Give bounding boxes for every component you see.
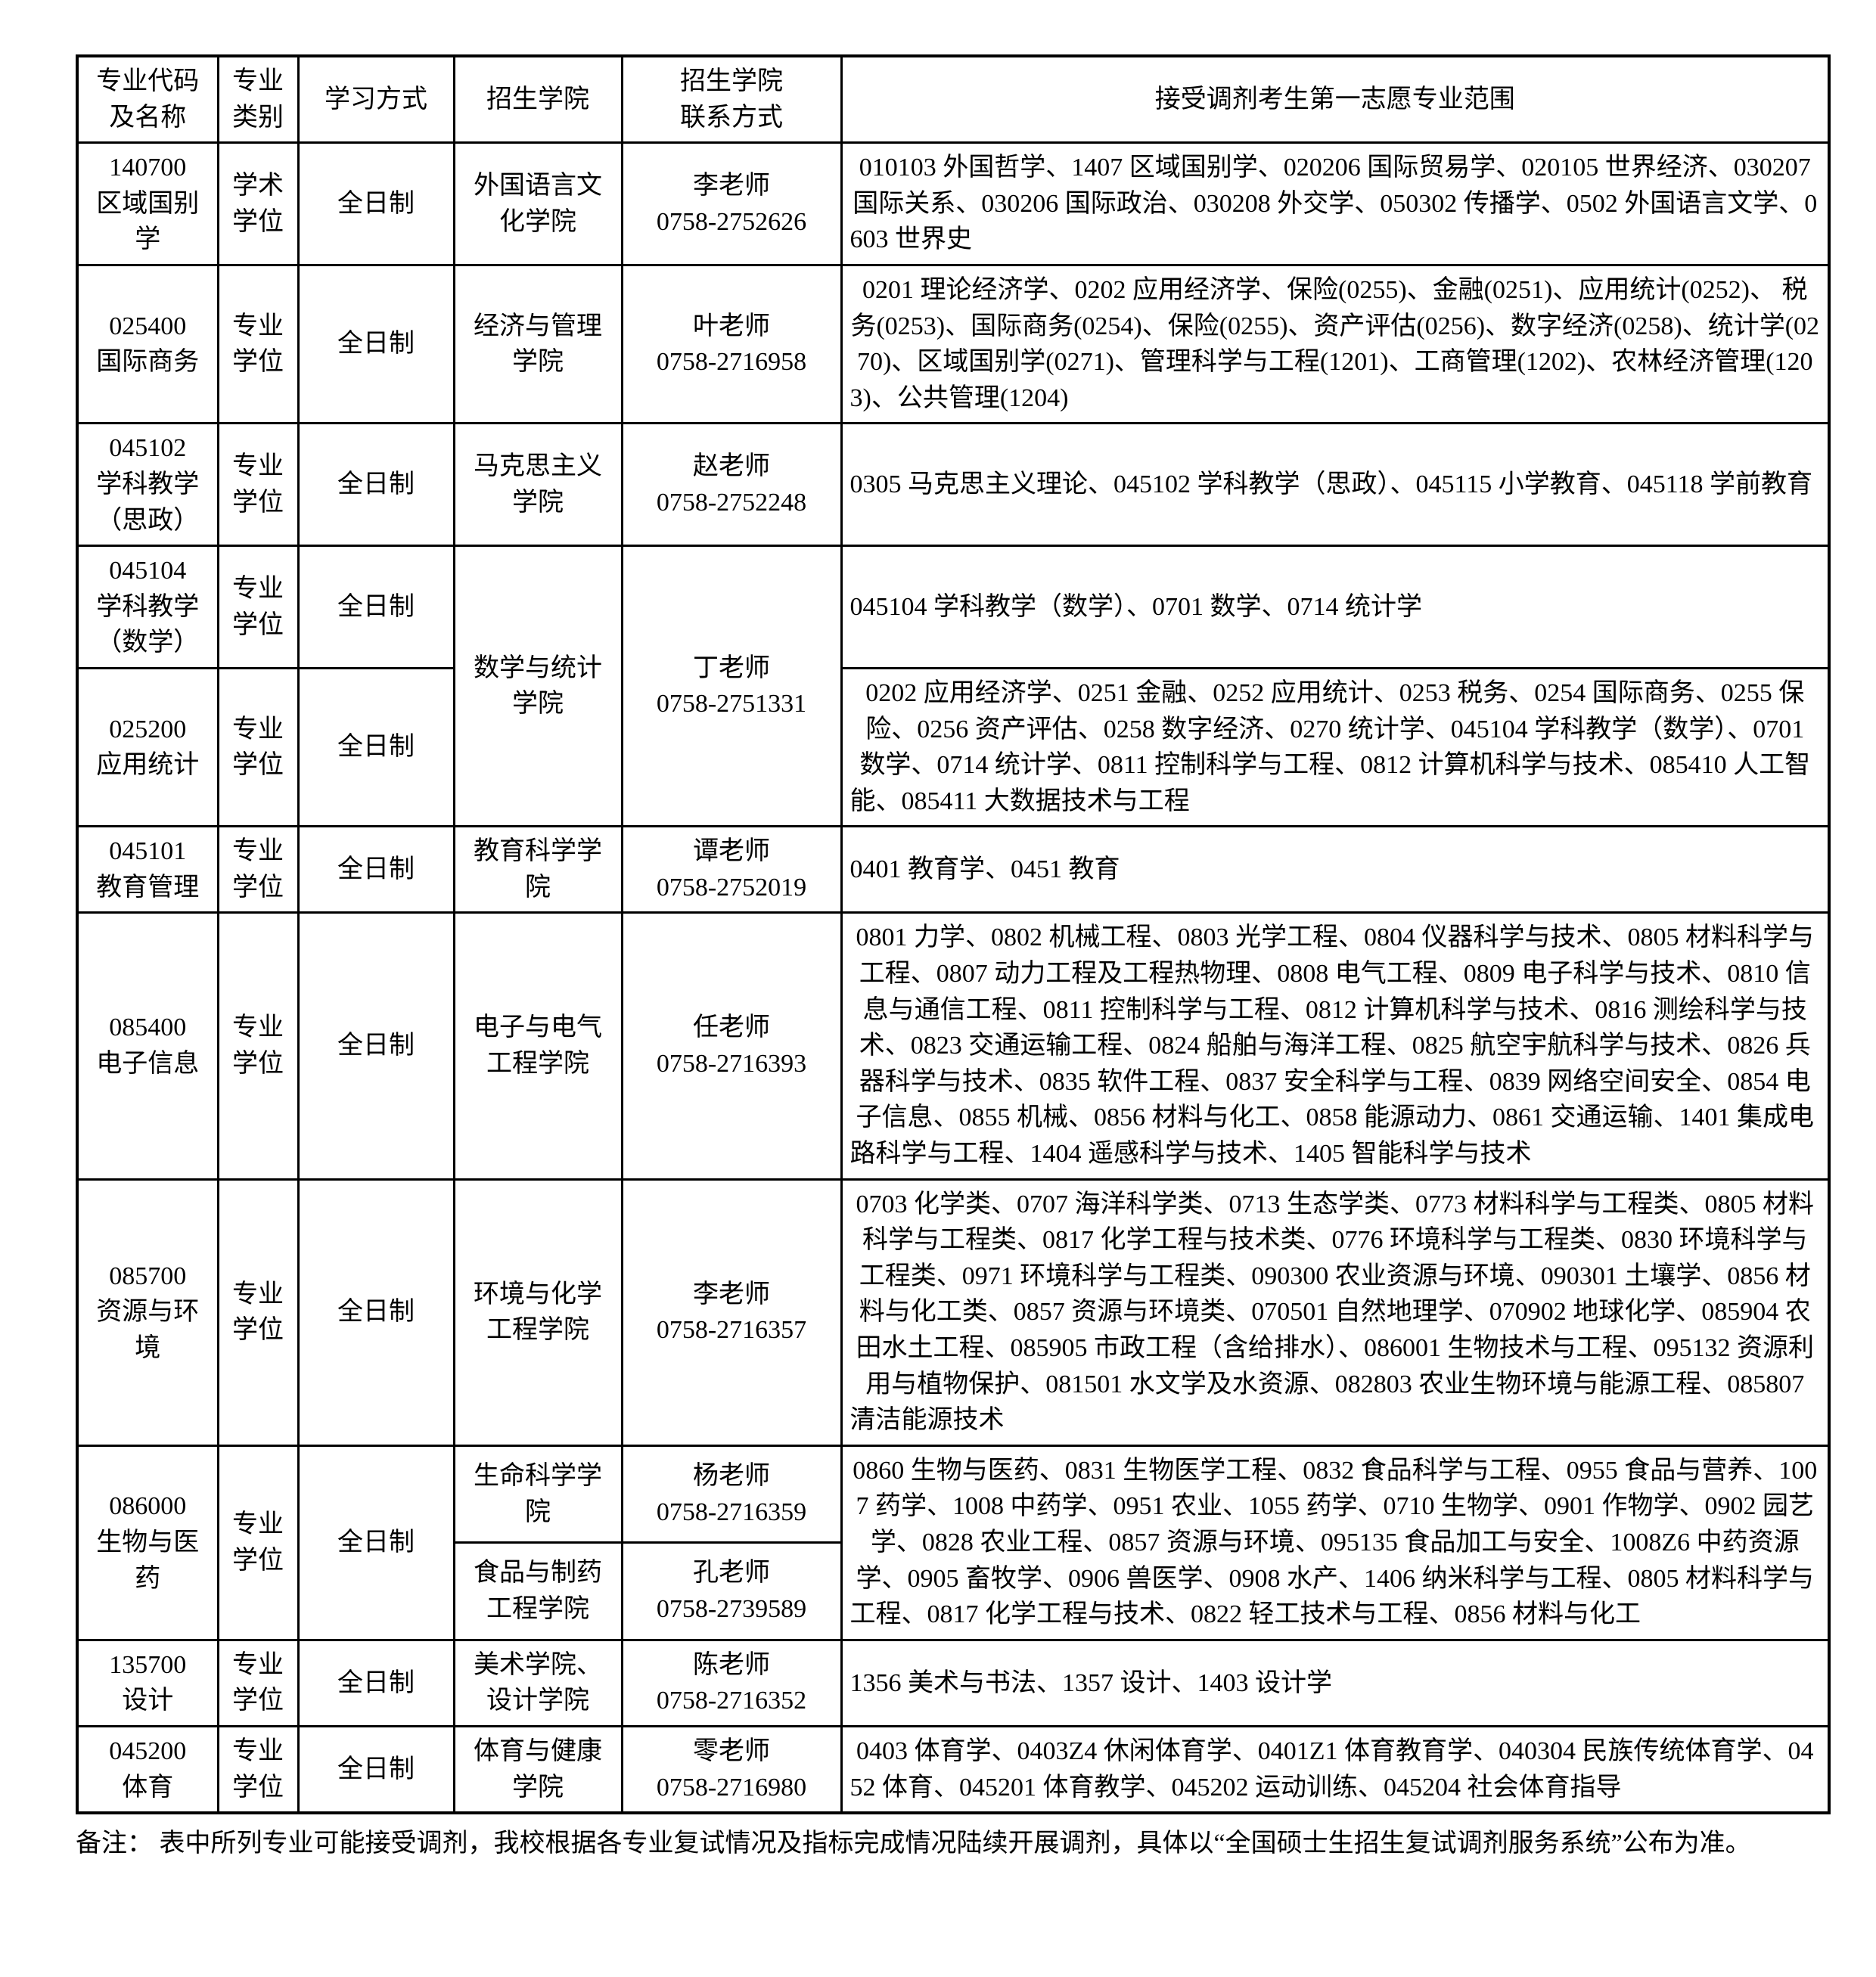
cell-study-mode: 全日制: [297, 1178, 455, 1447]
cell-college: 数学与统计学院: [452, 545, 623, 828]
cell-degree-category: 专业 学位: [216, 1638, 300, 1727]
table-row: 025200 应用统计 专业 学位 全日制 0202 应用经济学、0251 金融…: [76, 666, 1831, 828]
footnote: 备注： 表中所列专业可能接受调剂，我校根据各专业复试情况及指标完成情况陆续开展调…: [76, 1830, 1751, 1858]
cell-contact: 零老师 0758-2716980: [620, 1724, 843, 1814]
cell-college: 马克思主义学院: [452, 422, 623, 548]
cell-study-mode: 全日制: [297, 1724, 455, 1814]
cell-scope: 0801 力学、0802 机械工程、0803 光学工程、0804 仪器科学与技术…: [840, 911, 1831, 1181]
cell-college: 美术学院、设计学院: [452, 1638, 623, 1727]
cell-contact: 孔老师 0758-2739589: [620, 1541, 843, 1641]
cell-study-mode: 全日制: [297, 263, 455, 425]
cell-study-mode: 全日制: [297, 911, 455, 1181]
cell-scope: 010103 外国哲学、1407 区域国别学、020206 国际贸易学、0201…: [840, 141, 1831, 266]
cell-major-code: 085700 资源与环境: [76, 1178, 219, 1447]
cell-contact: 赵老师 0758-2752248: [620, 422, 843, 548]
cell-scope: 0860 生物与医药、0831 生物医学工程、0832 食品科学与工程、0955…: [840, 1444, 1831, 1641]
cell-college: 外国语言文化学院: [452, 141, 623, 266]
cell-scope: 0403 体育学、0403Z4 休闲体育学、0401Z1 体育教育学、04030…: [840, 1724, 1831, 1814]
page: 专业代码 及名称 专业 类别 学习方式 招生学院 招生学院 联系方式 接受调剂考…: [76, 54, 1831, 1858]
cell-major-code: 045200 体育: [76, 1724, 219, 1814]
header-cell-major-code: 专业代码 及名称: [76, 54, 219, 144]
table-row: 086000 生物与医药 专业 学位 全日制 生命科学学院 杨老师 0758-2…: [76, 1444, 1831, 1641]
cell-scope: 0201 理论经济学、0202 应用经济学、保险(0255)、金融(0251)、…: [840, 263, 1831, 425]
cell-study-mode: 全日制: [297, 666, 455, 828]
header-row: 专业代码 及名称 专业 类别 学习方式 招生学院 招生学院 联系方式 接受调剂考…: [76, 54, 1831, 144]
cell-contact: 李老师 0758-2752626: [620, 141, 843, 266]
cell-contact: 陈老师 0758-2716352: [620, 1638, 843, 1727]
cell-degree-category: 专业 学位: [216, 422, 300, 548]
cell-degree-category: 专业 学位: [216, 911, 300, 1181]
cell-study-mode: 全日制: [297, 422, 455, 548]
cell-contact: 杨老师 0758-2716359: [620, 1444, 843, 1544]
header-cell-study-mode: 学习方式: [297, 54, 455, 144]
cell-college: 生命科学学院: [452, 1444, 623, 1544]
header-cell-college: 招生学院: [452, 54, 623, 144]
cell-major-code: 025400 国际商务: [76, 263, 219, 425]
table-row: 食品与制药工程学院 孔老师 0758-2739589: [77, 1541, 1829, 1641]
cell-degree-category: 学术 学位: [216, 141, 300, 266]
cell-scope: 0305 马克思主义理论、045102 学科教学（思政）、045115 小学教育…: [840, 422, 1831, 548]
cell-scope: 045104 学科教学（数学）、0701 数学、0714 统计学: [840, 545, 1831, 669]
cell-contact: 丁老师 0758-2751331: [620, 545, 843, 828]
cell-scope: 0401 教育学、0451 教育: [840, 825, 1831, 914]
cell-degree-category: 专业 学位: [216, 666, 300, 828]
cell-major-code: 085400 电子信息: [76, 911, 219, 1181]
table-row: 085700 资源与环境 专业 学位 全日制 环境与化学工程学院 李老师 075…: [76, 1178, 1831, 1447]
cell-college: 环境与化学工程学院: [452, 1178, 623, 1447]
cell-study-mode: 全日制: [297, 141, 455, 266]
cell-degree-category: 专业 学位: [216, 1444, 300, 1641]
table-row: 140700 区域国别学 学术 学位 全日制 外国语言文化学院 李老师 0758…: [76, 141, 1831, 266]
cell-major-code: 045102 学科教学 （思政）: [76, 422, 219, 548]
table-row: 045101 教育管理 专业 学位 全日制 教育科学学院 谭老师 0758-27…: [76, 825, 1831, 914]
table-row: 025400 国际商务 专业 学位 全日制 经济与管理学院 叶老师 0758-2…: [76, 263, 1831, 425]
header-cell-contact: 招生学院 联系方式: [620, 54, 843, 144]
cell-study-mode: 全日制: [297, 1444, 455, 1641]
adjustment-table: 专业代码 及名称 专业 类别 学习方式 招生学院 招生学院 联系方式 接受调剂考…: [76, 54, 1831, 1815]
cell-scope: 0703 化学类、0707 海洋科学类、0713 生态学类、0773 材料科学与…: [840, 1178, 1831, 1447]
table-row: 045102 学科教学 （思政） 专业 学位 全日制 马克思主义学院 赵老师 0…: [76, 422, 1831, 548]
cell-degree-category: 专业 学位: [216, 1178, 300, 1447]
cell-major-code: 025200 应用统计: [76, 666, 219, 828]
cell-scope: 1356 美术与书法、1357 设计、1403 设计学: [840, 1638, 1831, 1727]
table-row: 085400 电子信息 专业 学位 全日制 电子与电气工程学院 任老师 0758…: [76, 911, 1831, 1181]
cell-study-mode: 全日制: [297, 825, 455, 914]
cell-study-mode: 全日制: [297, 1638, 455, 1727]
cell-college: 体育与健康学院: [452, 1724, 623, 1814]
cell-college: 教育科学学院: [452, 825, 623, 914]
cell-major-code: 140700 区域国别学: [76, 141, 219, 266]
cell-degree-category: 专业 学位: [216, 825, 300, 914]
table-row: 045200 体育 专业 学位 全日制 体育与健康学院 零老师 0758-271…: [76, 1724, 1831, 1814]
cell-major-code: 045101 教育管理: [76, 825, 219, 914]
table-row: 135700 设计 专业 学位 全日制 美术学院、设计学院 陈老师 0758-2…: [76, 1638, 1831, 1727]
cell-major-code: 086000 生物与医药: [76, 1444, 219, 1641]
cell-contact: 任老师 0758-2716393: [620, 911, 843, 1181]
cell-major-code: 135700 设计: [76, 1638, 219, 1727]
header-cell-scope: 接受调剂考生第一志愿专业范围: [840, 54, 1831, 144]
cell-contact: 叶老师 0758-2716958: [620, 263, 843, 425]
cell-college: 电子与电气工程学院: [452, 911, 623, 1181]
cell-major-code: 045104 学科教学 （数学）: [76, 545, 219, 669]
cell-study-mode: 全日制: [297, 545, 455, 669]
cell-degree-category: 专业 学位: [216, 1724, 300, 1814]
cell-degree-category: 专业 学位: [216, 263, 300, 425]
cell-degree-category: 专业 学位: [216, 545, 300, 669]
cell-scope: 0202 应用经济学、0251 金融、0252 应用统计、0253 税务、025…: [840, 666, 1831, 828]
cell-college: 食品与制药工程学院: [452, 1541, 623, 1641]
cell-contact: 李老师 0758-2716357: [620, 1178, 843, 1447]
header-cell-degree-category: 专业 类别: [216, 54, 300, 144]
cell-contact: 谭老师 0758-2752019: [620, 825, 843, 914]
table-row: 045104 学科教学 （数学） 专业 学位 全日制 数学与统计学院 丁老师 0…: [76, 545, 1831, 828]
cell-college: 经济与管理学院: [452, 263, 623, 425]
